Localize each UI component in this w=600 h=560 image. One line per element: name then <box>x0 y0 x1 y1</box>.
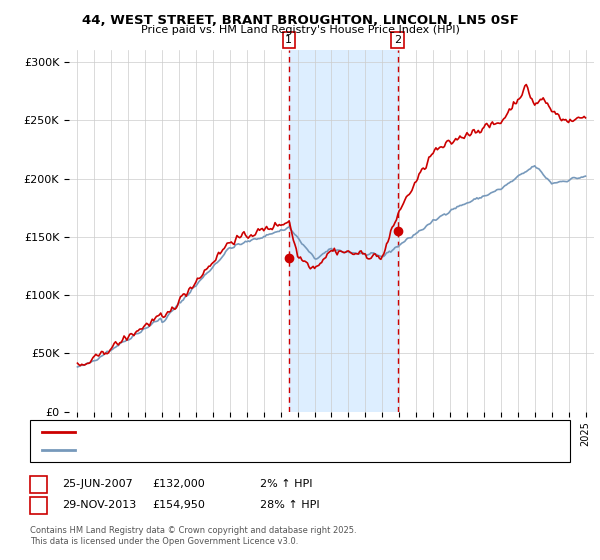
Text: 29-NOV-2013: 29-NOV-2013 <box>62 500 136 510</box>
Text: 25-JUN-2007: 25-JUN-2007 <box>62 479 133 489</box>
Text: Contains HM Land Registry data © Crown copyright and database right 2025.
This d: Contains HM Land Registry data © Crown c… <box>30 526 356 546</box>
Text: 44, WEST STREET, BRANT BROUGHTON, LINCOLN, LN5 0SF: 44, WEST STREET, BRANT BROUGHTON, LINCOL… <box>82 14 518 27</box>
Text: Price paid vs. HM Land Registry's House Price Index (HPI): Price paid vs. HM Land Registry's House … <box>140 25 460 35</box>
Text: HPI: Average price, semi-detached house, North Kesteven: HPI: Average price, semi-detached house,… <box>82 445 365 455</box>
Text: 44, WEST STREET, BRANT BROUGHTON, LINCOLN, LN5 0SF (semi-detached house): 44, WEST STREET, BRANT BROUGHTON, LINCOL… <box>82 427 487 437</box>
Text: £132,000: £132,000 <box>152 479 205 489</box>
Text: 2: 2 <box>394 35 401 45</box>
Text: 1: 1 <box>286 35 292 45</box>
Text: 2: 2 <box>35 500 42 510</box>
Text: 2% ↑ HPI: 2% ↑ HPI <box>260 479 313 489</box>
Text: 28% ↑ HPI: 28% ↑ HPI <box>260 500 319 510</box>
Text: 1: 1 <box>35 479 42 489</box>
Bar <box>289 50 398 412</box>
Text: £154,950: £154,950 <box>152 500 205 510</box>
